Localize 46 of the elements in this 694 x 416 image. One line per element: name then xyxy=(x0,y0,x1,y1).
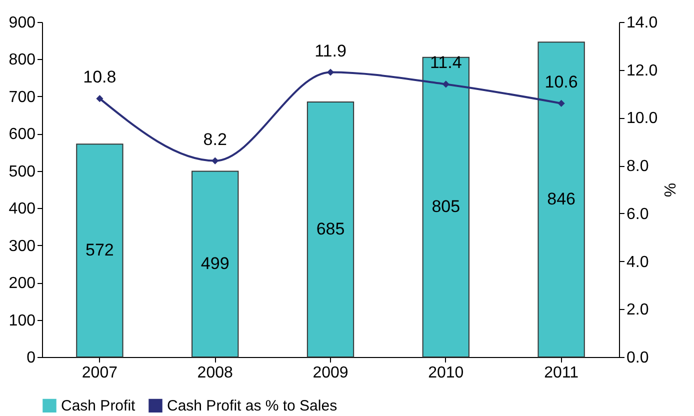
data-label: 572 xyxy=(86,240,114,260)
bar xyxy=(538,42,585,358)
x-tick-label: 2009 xyxy=(312,364,348,382)
data-label: 10.6 xyxy=(544,72,578,92)
y2-tick-label: 2.0 xyxy=(626,302,649,319)
bar xyxy=(192,170,239,358)
data-label: 805 xyxy=(432,197,460,216)
data-label: 8.2 xyxy=(203,130,227,149)
y-tick-label: 400 xyxy=(8,200,36,218)
x-tick-label: 2011 xyxy=(544,364,579,382)
y-tick-label: 800 xyxy=(8,52,36,69)
bar xyxy=(422,56,470,358)
y-tick-label: 500 xyxy=(8,163,36,180)
bar xyxy=(76,144,124,358)
legend-label: Cash Profit as % to Sales xyxy=(167,398,338,415)
y-tick-label: 900 xyxy=(8,14,36,32)
y-tick-label: 100 xyxy=(8,312,36,330)
point xyxy=(558,100,565,107)
y2-tick-label: 8.0 xyxy=(626,158,649,176)
y-tick-label: 200 xyxy=(8,275,36,292)
bar xyxy=(306,102,354,358)
point xyxy=(326,68,334,76)
y2-tick-label: 0.0 xyxy=(626,350,649,366)
point xyxy=(96,95,104,102)
y2-tick-label: 12.0 xyxy=(626,62,658,80)
y-tick-label: 0 xyxy=(26,350,36,366)
x-tick-label: 2010 xyxy=(428,364,464,382)
legend-label: Cash Profit xyxy=(61,398,136,415)
y2-tick-label: 6.0 xyxy=(626,206,649,223)
y2-axis-title: % xyxy=(660,182,678,198)
y-tick-label: 700 xyxy=(8,88,36,106)
x-tick-label: 2008 xyxy=(197,364,233,382)
point xyxy=(442,80,450,88)
data-label: 499 xyxy=(200,254,230,274)
point xyxy=(212,157,219,164)
data-label: 685 xyxy=(316,220,345,239)
y2-tick-label: 4.0 xyxy=(626,254,649,271)
data-label: 10.8 xyxy=(83,68,116,87)
y2-tick-label: 10.0 xyxy=(626,110,658,128)
data-label: 846 xyxy=(547,190,576,209)
data-label: 11.9 xyxy=(314,41,346,60)
y2-tick-label: 14.0 xyxy=(626,14,658,32)
y-tick-label: 600 xyxy=(8,126,36,144)
x-tick-label: 2007 xyxy=(82,364,118,382)
y-tick-label: 300 xyxy=(8,238,36,255)
data-label: 11.4 xyxy=(430,53,462,72)
